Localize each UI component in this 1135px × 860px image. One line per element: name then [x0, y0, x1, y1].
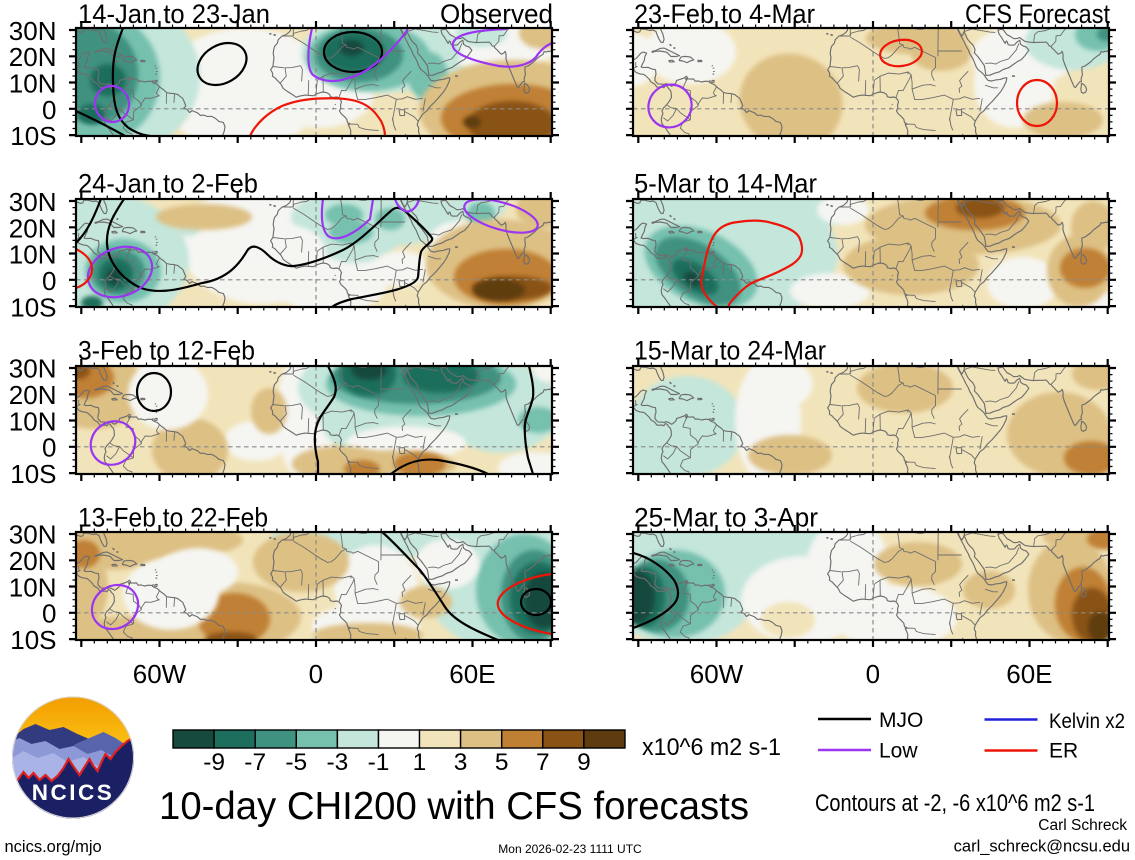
svg-text:Kelvin x2: Kelvin x2: [1049, 710, 1125, 733]
svg-text:-1: -1: [368, 749, 390, 776]
svg-text:3: 3: [454, 749, 468, 776]
svg-text:-5: -5: [285, 749, 307, 776]
svg-text:20N: 20N: [9, 213, 57, 243]
svg-text:Observed: Observed: [440, 0, 553, 29]
svg-text:3-Feb to 12-Feb: 3-Feb to 12-Feb: [78, 336, 255, 366]
svg-text:30N: 30N: [9, 354, 57, 384]
svg-text:13-Feb to 22-Feb: 13-Feb to 22-Feb: [78, 503, 268, 533]
svg-text:CFS Forecast: CFS Forecast: [965, 0, 1111, 29]
svg-text:60W: 60W: [690, 659, 744, 689]
svg-text:20N: 20N: [9, 546, 57, 576]
svg-text:10N: 10N: [9, 406, 57, 436]
svg-text:20N: 20N: [9, 380, 57, 410]
svg-text:10S: 10S: [10, 121, 56, 151]
svg-text:10S: 10S: [10, 459, 56, 489]
svg-text:60E: 60E: [1006, 659, 1052, 689]
svg-text:5: 5: [495, 749, 509, 776]
svg-text:25-Mar to 3-Apr: 25-Mar to 3-Apr: [634, 503, 818, 533]
svg-text:MJO: MJO: [879, 709, 923, 732]
svg-text:ncics.org/mjo: ncics.org/mjo: [5, 838, 102, 856]
svg-text:10N: 10N: [9, 69, 57, 99]
svg-text:14-Jan to 23-Jan: 14-Jan to 23-Jan: [78, 0, 270, 29]
svg-text:Low: Low: [879, 740, 918, 763]
svg-text:ER: ER: [1049, 740, 1078, 763]
svg-text:10S: 10S: [10, 292, 56, 322]
svg-text:10N: 10N: [9, 240, 57, 270]
svg-text:0: 0: [42, 599, 56, 629]
svg-text:Contours at -2, -6 x10^6 m2 s-: Contours at -2, -6 x10^6 m2 s-1: [815, 790, 1095, 817]
svg-text:7: 7: [536, 749, 550, 776]
svg-text:-9: -9: [203, 749, 225, 776]
svg-text:30N: 30N: [9, 187, 57, 217]
svg-text:10S: 10S: [10, 625, 56, 655]
svg-text:NCICS: NCICS: [32, 780, 115, 805]
svg-text:0: 0: [866, 659, 880, 689]
svg-text:24-Jan to 2-Feb: 24-Jan to 2-Feb: [78, 169, 258, 199]
svg-text:-3: -3: [327, 749, 349, 776]
svg-text:15-Mar to 24-Mar: 15-Mar to 24-Mar: [634, 336, 826, 366]
svg-text:9: 9: [577, 749, 591, 776]
svg-text:1: 1: [413, 749, 427, 776]
svg-text:60W: 60W: [133, 659, 187, 689]
svg-text:Carl Schreck: Carl Schreck: [1038, 817, 1127, 834]
svg-text:30N: 30N: [9, 520, 57, 550]
svg-text:carl_schreck@ncsu.edu: carl_schreck@ncsu.edu: [954, 838, 1130, 856]
svg-text:0: 0: [42, 266, 56, 296]
svg-text:30N: 30N: [9, 16, 57, 46]
svg-text:Mon 2026-02-23 1111 UTC: Mon 2026-02-23 1111 UTC: [498, 842, 642, 856]
svg-text:20N: 20N: [9, 42, 57, 72]
svg-text:0: 0: [42, 95, 56, 125]
svg-text:10-day CHI200 with CFS forecas: 10-day CHI200 with CFS forecasts: [159, 785, 749, 828]
svg-text:0: 0: [309, 659, 323, 689]
svg-text:60E: 60E: [449, 659, 495, 689]
svg-text:0: 0: [42, 433, 56, 463]
svg-text:5-Mar to 14-Mar: 5-Mar to 14-Mar: [634, 169, 817, 199]
svg-text:10N: 10N: [9, 572, 57, 602]
svg-text:-7: -7: [244, 749, 266, 776]
svg-text:x10^6 m2 s-1: x10^6 m2 s-1: [642, 734, 781, 761]
svg-text:23-Feb to 4-Mar: 23-Feb to 4-Mar: [634, 0, 815, 29]
